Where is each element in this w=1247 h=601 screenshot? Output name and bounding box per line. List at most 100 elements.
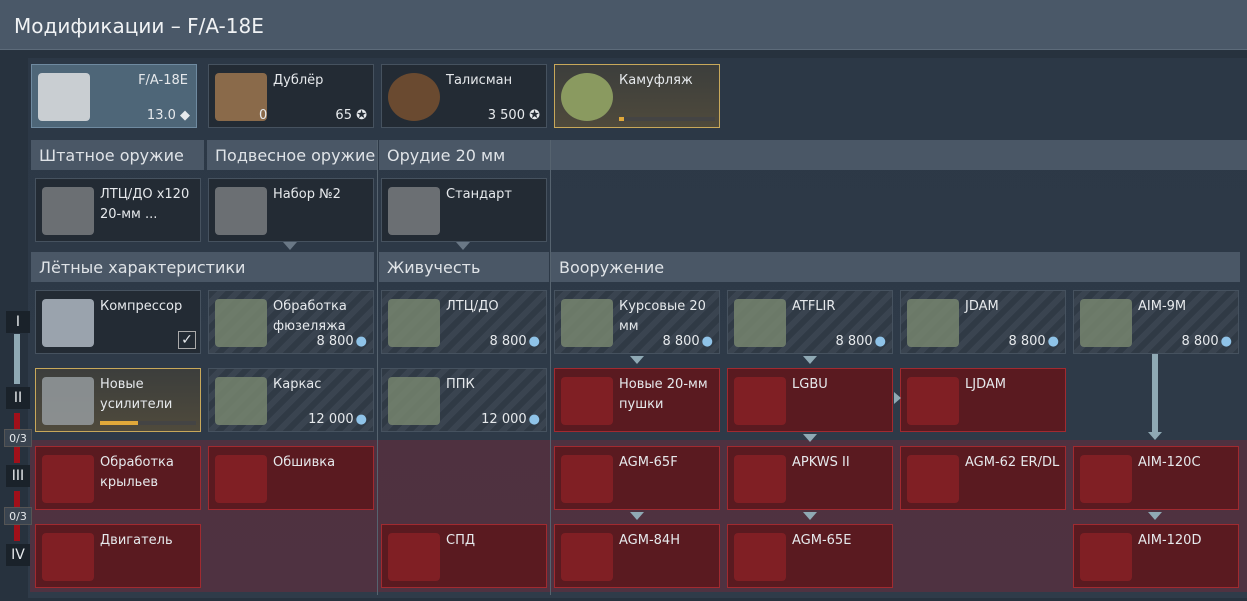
card-label: F/A-18E xyxy=(138,73,188,88)
module-label: AIM-120C xyxy=(1138,455,1201,470)
module-двигатель[interactable]: Двигатель xyxy=(35,524,201,588)
module-lgbu[interactable]: LGBU xyxy=(727,368,893,432)
card-label: Талисман xyxy=(446,73,513,88)
dropdown-arrow-icon[interactable] xyxy=(283,242,297,250)
weapon-header-1: Подвесное оружие xyxy=(207,140,377,170)
module-header-2: Вооружение xyxy=(551,252,1240,282)
top-card-1[interactable]: Дублёр 65 ✪ 0 xyxy=(208,64,374,128)
module-label: СПД xyxy=(446,533,476,548)
module-label: AIM-120D xyxy=(1138,533,1202,548)
module-спд[interactable]: СПД xyxy=(381,524,547,588)
module-обшивка[interactable]: Обшивка xyxy=(208,446,374,510)
research-cost: 8 800 ● xyxy=(835,334,886,349)
module-label: LJDAM xyxy=(965,377,1006,392)
cannon-icon xyxy=(561,377,613,425)
weapon-card-0[interactable]: ЛТЦ/ДО x120 20-мм ... xyxy=(35,178,201,242)
module-обработка-крыльев[interactable]: Обработка крыльев xyxy=(35,446,201,510)
tier-3-marker: III xyxy=(6,465,30,487)
gatling-gun-icon xyxy=(42,187,94,235)
jet-icon xyxy=(38,73,90,121)
bomb-icon xyxy=(907,377,959,425)
module-label: Компрессор xyxy=(100,299,183,314)
compressor-icon xyxy=(42,299,94,347)
module-jdam[interactable]: JDAM 8 800 ● xyxy=(900,290,1066,354)
cannon-icon xyxy=(561,299,613,347)
research-point-icon: ● xyxy=(355,412,367,427)
module-label: AGM-65F xyxy=(619,455,678,470)
module-aim-120d[interactable]: AIM-120D xyxy=(1073,524,1239,588)
belt-icon xyxy=(388,299,440,347)
cost-value: 8 800 xyxy=(835,334,873,349)
module-agm-84h[interactable]: AGM-84H xyxy=(554,524,720,588)
module-каркас[interactable]: Каркас 12 000 ● xyxy=(208,368,374,432)
missile-icon xyxy=(561,455,613,503)
fire-extinguisher-icon xyxy=(388,533,440,581)
weapon-card-2[interactable]: Стандарт xyxy=(381,178,547,242)
module-ппк[interactable]: ППК 12 000 ● xyxy=(381,368,547,432)
camouflage-brush-icon xyxy=(561,73,613,121)
module-label: AGM-84H xyxy=(619,533,680,548)
module-новые-усилители[interactable]: Новые усилители xyxy=(35,368,201,432)
missile-icon xyxy=(734,533,786,581)
column-divider xyxy=(550,140,551,595)
dependency-arrow-icon xyxy=(803,512,817,520)
module-aim-9m[interactable]: AIM-9M 8 800 ● xyxy=(1073,290,1239,354)
module-лтц-до[interactable]: ЛТЦ/ДО 8 800 ● xyxy=(381,290,547,354)
card-value: 3 500 ✪ xyxy=(487,108,540,123)
module-atflir[interactable]: ATFLIR 8 800 ● xyxy=(727,290,893,354)
top-card-0[interactable]: F/A-18E 13.0 ◆ xyxy=(31,64,197,128)
module-курсовые-20-мм[interactable]: Курсовые 20 мм 8 800 ● xyxy=(554,290,720,354)
card-label: Дублёр xyxy=(273,73,324,88)
research-point-icon: ● xyxy=(528,412,540,427)
module-agm-65f[interactable]: AGM-65F xyxy=(554,446,720,510)
missile-icon xyxy=(1080,533,1132,581)
module-header-0: Лётные характеристики xyxy=(31,252,374,282)
module-компрессор[interactable]: Компрессор ✓ xyxy=(35,290,201,354)
top-card-2[interactable]: Талисман 3 500 ✪ xyxy=(381,64,547,128)
module-label: JDAM xyxy=(965,299,999,314)
module-aim-120c[interactable]: AIM-120C xyxy=(1073,446,1239,510)
research-cost: 12 000 ● xyxy=(308,412,367,427)
rocket-pod-icon xyxy=(907,455,959,503)
research-cost: 8 800 ● xyxy=(1181,334,1232,349)
module-agm-65e[interactable]: AGM-65E xyxy=(727,524,893,588)
weapon-card-1[interactable]: Набор №2 xyxy=(208,178,374,242)
top-card-3[interactable]: Камуфляж xyxy=(554,64,720,128)
cost-value: 8 800 xyxy=(1008,334,1046,349)
module-label: ЛТЦ/ДО xyxy=(446,299,499,314)
dependency-arrow-icon xyxy=(630,356,644,364)
module-обработка-фюзеляжа[interactable]: Обработка фюзеляжа 8 800 ● xyxy=(208,290,374,354)
installed-checkbox[interactable]: ✓ xyxy=(178,331,196,349)
rocket-pod-icon xyxy=(734,455,786,503)
column-divider xyxy=(377,140,378,595)
research-point-icon: ● xyxy=(874,334,886,349)
dropdown-arrow-icon[interactable] xyxy=(456,242,470,250)
card-label: Камуфляж xyxy=(619,73,693,88)
module-label: Обработка фюзеляжа xyxy=(273,299,347,334)
research-point-icon: ● xyxy=(528,334,540,349)
crew-cards-icon xyxy=(215,73,267,121)
wing-icon xyxy=(42,455,94,503)
dependency-arrow-icon xyxy=(803,434,817,442)
research-cost: 12 000 ● xyxy=(481,412,540,427)
module-новые-20-мм-пушки[interactable]: Новые 20-мм пушки xyxy=(554,368,720,432)
tier-progress-line xyxy=(14,334,20,384)
bomb-icon xyxy=(734,377,786,425)
module-label: AGM-62 ER/DL xyxy=(965,455,1060,470)
window-title-bar: Модификации – F/A-18E xyxy=(0,0,1247,50)
cost-value: 12 000 xyxy=(481,412,527,427)
frame-icon xyxy=(215,377,267,425)
progress-bar xyxy=(619,117,715,121)
module-agm-62-er-dl[interactable]: AGM-62 ER/DL xyxy=(900,446,1066,510)
engine-icon xyxy=(42,533,94,581)
module-ljdam[interactable]: LJDAM xyxy=(900,368,1066,432)
window-title: Модификации – F/A-18E xyxy=(14,14,264,38)
tier-count: 0/3 xyxy=(4,507,32,525)
card-label: Стандарт xyxy=(446,187,512,202)
card-count: 0 xyxy=(259,108,268,123)
card-value: 65 ✪ xyxy=(335,108,367,123)
module-apkws-ii[interactable]: APKWS II xyxy=(727,446,893,510)
module-label: Обработка крыльев xyxy=(100,455,174,490)
card-label: Набор №2 xyxy=(273,187,341,202)
module-label: ATFLIR xyxy=(792,299,836,314)
